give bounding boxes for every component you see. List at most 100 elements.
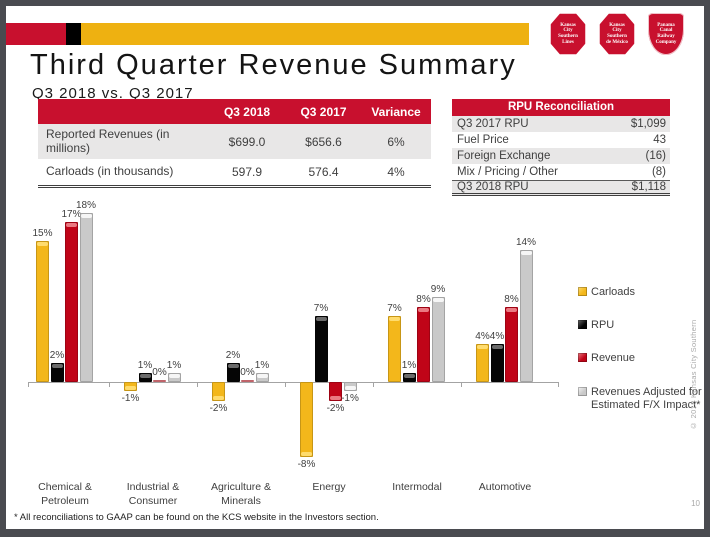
bar-value-label: -1% bbox=[341, 393, 359, 405]
table-row: Carloads (in thousands) 597.9 576.4 4% bbox=[38, 159, 431, 188]
bar-revenue bbox=[329, 382, 342, 401]
rpu-table-title: RPU Reconciliation bbox=[452, 99, 670, 116]
bar-highlight bbox=[389, 317, 400, 322]
category-label: Chemical & Petroleum bbox=[38, 481, 92, 507]
bar-value-label: 1% bbox=[401, 359, 417, 371]
legend-item: RPU bbox=[578, 319, 704, 332]
bar-highlight bbox=[51, 364, 63, 369]
bar-value-label: 2% bbox=[225, 350, 241, 362]
axis-tick bbox=[285, 382, 286, 387]
logo-word: City bbox=[612, 28, 622, 34]
bar-carloads bbox=[36, 241, 49, 382]
bar-highlight bbox=[403, 373, 415, 378]
table-row: Mix / Pricing / Other (8) bbox=[452, 164, 670, 180]
kansas-city-southern-mexico-logo: Kansas City Southern de México bbox=[599, 13, 635, 55]
legend-item: Revenues Adjusted for Estimated F/X Impa… bbox=[578, 386, 704, 412]
chart-legend: Carloads RPU Revenue Revenues Adjusted for … bbox=[578, 286, 704, 412]
bar-revenue bbox=[241, 379, 254, 382]
legend-item: Carloads bbox=[578, 286, 704, 299]
logo-row: Kansas City Southern Lines Kansas City Souther… bbox=[550, 13, 684, 55]
bar-highlight bbox=[168, 373, 180, 378]
revenue-table: Q3 2018 Q3 2017 Variance Reported Revenues … bbox=[38, 99, 431, 188]
slide: Kansas City Southern Lines Kansas City Souther… bbox=[6, 6, 704, 529]
bar-carloads bbox=[300, 382, 313, 458]
bar-revenues bbox=[255, 372, 269, 382]
cell-value: $699.0 bbox=[228, 134, 266, 149]
bar-highlight bbox=[520, 251, 532, 256]
bar-highlight bbox=[256, 373, 268, 378]
bar-revenues bbox=[519, 250, 533, 382]
bar-highlight bbox=[491, 345, 503, 350]
x-axis-line bbox=[28, 382, 558, 383]
bar-revenues bbox=[343, 382, 357, 392]
logo-word: Railway bbox=[657, 34, 675, 39]
logo-word: Southern bbox=[558, 34, 578, 39]
bar-value-label: 17% bbox=[61, 209, 82, 221]
row-label: Q3 2017 RPU bbox=[457, 118, 529, 130]
cell-value: 576.4 bbox=[308, 165, 339, 179]
bar-highlight bbox=[37, 242, 48, 246]
bar-value-label: 1% bbox=[254, 359, 270, 371]
page-subtitle: Q3 2018 vs. Q3 2017 bbox=[32, 85, 194, 102]
bar-carloads bbox=[212, 382, 225, 401]
cell-value: (8) bbox=[651, 166, 666, 178]
panama-canal-railway-logo: Panama Canal Railway Company bbox=[648, 13, 684, 55]
kansas-city-southern-lines-logo: Kansas City Southern Lines bbox=[550, 13, 586, 55]
bar-rpu bbox=[226, 363, 240, 382]
logo-word: City bbox=[563, 28, 573, 34]
revenue-table-corner bbox=[38, 99, 208, 124]
legend-label: Revenues Adjusted for Estimated F/X Impa… bbox=[591, 385, 702, 411]
table-row: Fuel Price 43 bbox=[452, 132, 670, 148]
bar-revenues bbox=[167, 372, 181, 382]
bar-value-label: 9% bbox=[430, 284, 446, 296]
bar-highlight bbox=[213, 395, 224, 400]
bar-revenue bbox=[417, 306, 430, 382]
row-label: Foreign Exchange bbox=[457, 150, 551, 162]
table-row: Q3 2018 RPU $1,118 bbox=[452, 180, 670, 196]
legend-swatch bbox=[578, 287, 587, 296]
bar-highlight bbox=[301, 452, 312, 457]
bar-rpu bbox=[50, 363, 64, 382]
axis-tick bbox=[109, 382, 110, 387]
bar-value-label: -1% bbox=[121, 393, 140, 405]
logo-word: Company bbox=[655, 39, 677, 45]
axis-tick bbox=[558, 382, 559, 387]
bar-value-label: 4% bbox=[475, 331, 490, 343]
bar-highlight bbox=[432, 298, 444, 303]
rpu-reconciliation-table: RPU Reconciliation Q3 2017 RPU $1,099 Fuel… bbox=[452, 99, 670, 196]
bar-revenue bbox=[65, 222, 78, 382]
bar-highlight bbox=[330, 395, 341, 400]
bar-revenues bbox=[431, 297, 445, 382]
category-label: Agriculture & Minerals bbox=[210, 481, 272, 507]
logo-word: Kansas bbox=[609, 22, 625, 28]
bar-value-label: 1% bbox=[137, 359, 153, 371]
bar-highlight bbox=[227, 364, 239, 369]
bar-carloads bbox=[388, 316, 401, 382]
cell-value: 43 bbox=[653, 134, 666, 146]
logo-word: de México bbox=[606, 39, 628, 45]
axis-tick bbox=[28, 382, 29, 387]
bar-chart: 15% 2% 17% 18% Chemical & Petroleum -1% 1% 0% 1%… bbox=[18, 190, 578, 520]
bar-carloads bbox=[124, 382, 137, 392]
legend-label: Revenue bbox=[591, 352, 636, 365]
column-header: Q3 2018 bbox=[223, 104, 271, 119]
bar-revenue bbox=[505, 306, 518, 382]
footnote: * All reconciliations to GAAP can be fou… bbox=[14, 512, 379, 523]
bar-value-label: 1% bbox=[166, 359, 182, 371]
table-row: Reported Revenues (in millions) $699.0 $65… bbox=[38, 124, 431, 159]
row-label: Q3 2018 RPU bbox=[457, 181, 529, 193]
page-number: 10 bbox=[691, 499, 700, 508]
category-label: Industrial & Consumer bbox=[126, 481, 180, 507]
row-label: Fuel Price bbox=[457, 134, 509, 146]
bar-value-label: 14% bbox=[515, 237, 536, 249]
bar-highlight bbox=[506, 307, 517, 312]
legend-swatch bbox=[578, 320, 587, 330]
bar-value-label: 7% bbox=[387, 303, 402, 315]
bar-highlight bbox=[344, 386, 356, 391]
bar-value-label: 2% bbox=[49, 350, 65, 362]
bar-value-label: 0% bbox=[152, 366, 167, 378]
bar-rpu bbox=[314, 316, 328, 382]
category-label: Energy bbox=[312, 481, 346, 493]
bar-value-label: 8% bbox=[504, 293, 519, 305]
